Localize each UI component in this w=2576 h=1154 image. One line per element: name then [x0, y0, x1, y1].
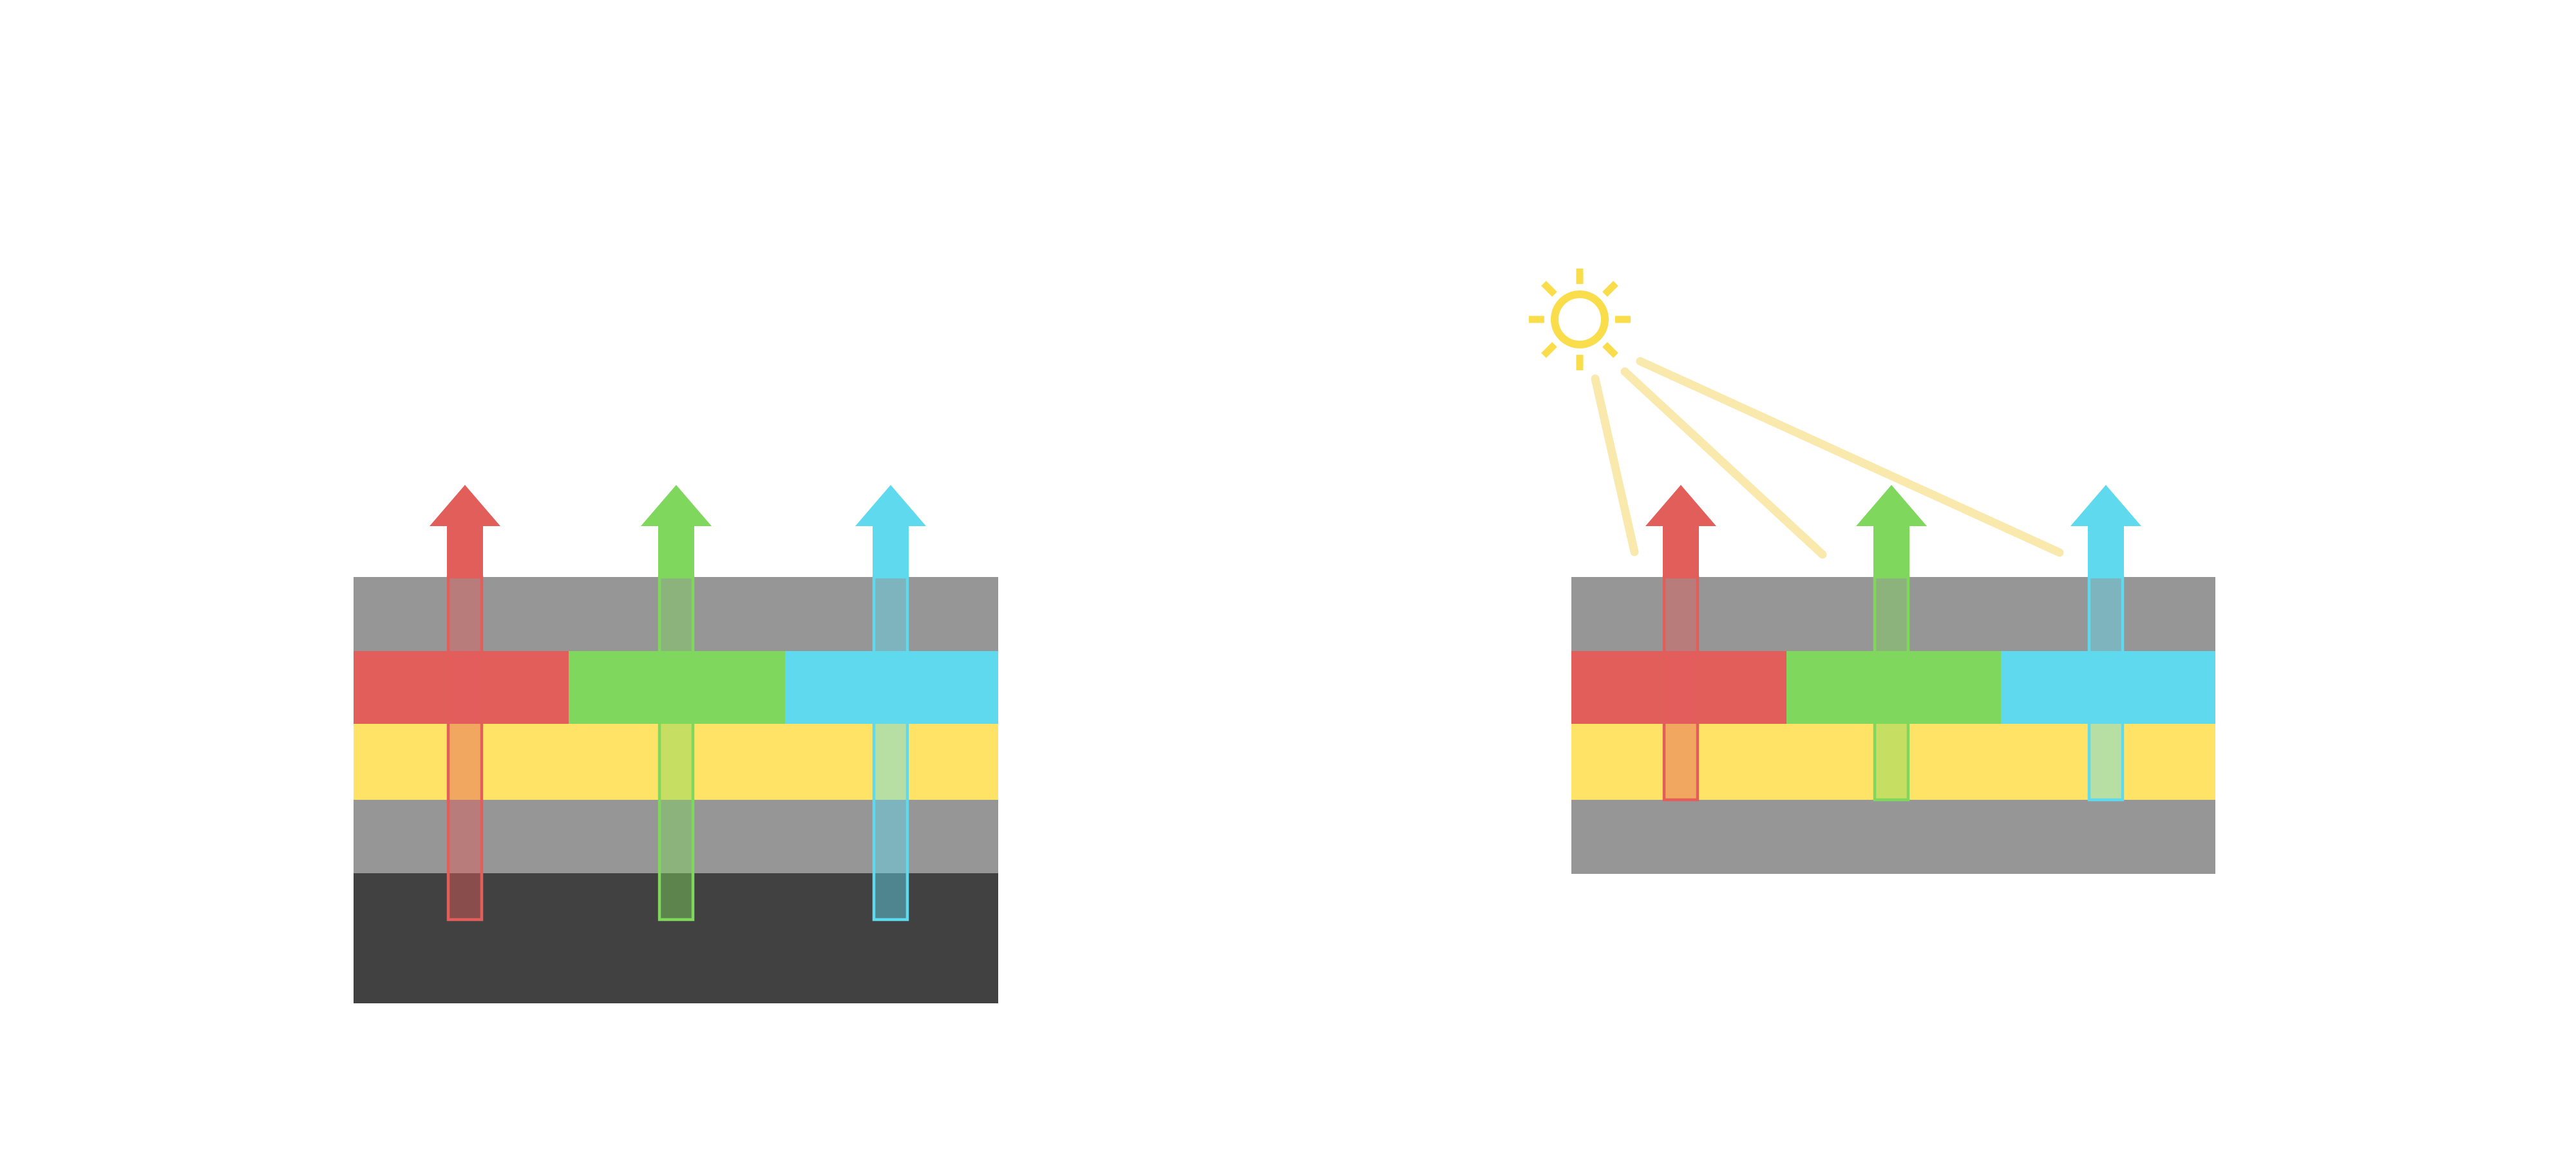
sun-ray-sw: [1541, 342, 1557, 358]
left-stack-panel: [354, 485, 998, 1003]
cyan-pixel-segment: [785, 651, 998, 724]
cyan-arrow: [855, 485, 926, 577]
incident-light-beam-left: [1591, 374, 1639, 556]
green-arrow-shaft: [1873, 575, 1910, 802]
sun-ray-nw: [1541, 281, 1557, 297]
right-stack-panel: [1529, 269, 2215, 874]
gray-layer-top: [354, 577, 998, 651]
red-arrow-shaft: [1662, 575, 1700, 802]
red-pixel-segment: [354, 651, 569, 724]
yellow-layer: [1571, 724, 2215, 800]
yellow-layer: [354, 724, 998, 800]
gray-layer-bottom: [1571, 800, 2215, 874]
cyan-pixel-segment: [2001, 651, 2215, 724]
gray-layer-bottom: [354, 800, 998, 873]
sun-ray-ne: [1602, 281, 1618, 297]
green-arrow: [641, 485, 712, 577]
green-pixel-segment: [569, 651, 785, 724]
red-arrow: [430, 485, 500, 577]
sun-disc: [1551, 290, 1609, 348]
cyan-arrow: [2070, 485, 2141, 577]
green-arrow-shaft: [658, 575, 695, 922]
gray-layer-top: [1571, 577, 2215, 651]
red-arrow: [1645, 485, 1716, 577]
red-pixel-segment: [1571, 651, 1786, 724]
sun-ray-se: [1602, 342, 1618, 358]
sun-icon: [1529, 269, 1631, 370]
incident-light-beam-middle: [1620, 367, 1827, 559]
cyan-arrow-shaft: [872, 575, 909, 922]
incident-light-beam-right: [1636, 357, 2064, 557]
dark-base-layer: [354, 873, 998, 1003]
green-arrow: [1856, 485, 1927, 577]
green-pixel-segment: [1786, 651, 2001, 724]
red-arrow-shaft: [446, 575, 484, 922]
cyan-arrow-shaft: [2087, 575, 2125, 802]
